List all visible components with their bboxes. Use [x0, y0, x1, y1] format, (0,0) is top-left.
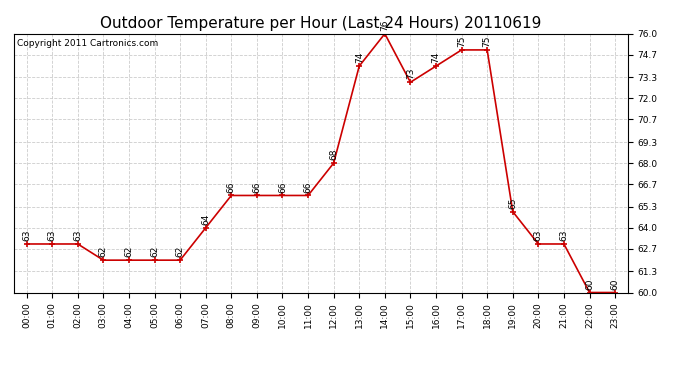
Text: 63: 63: [534, 230, 543, 241]
Text: 62: 62: [124, 246, 133, 257]
Text: 75: 75: [457, 36, 466, 47]
Text: 62: 62: [99, 246, 108, 257]
Text: 63: 63: [48, 230, 57, 241]
Text: Copyright 2011 Cartronics.com: Copyright 2011 Cartronics.com: [17, 39, 158, 48]
Text: 75: 75: [483, 36, 492, 47]
Text: 68: 68: [329, 149, 338, 160]
Text: 74: 74: [355, 52, 364, 63]
Text: 76: 76: [380, 20, 389, 31]
Text: 60: 60: [585, 278, 594, 290]
Text: 63: 63: [73, 230, 82, 241]
Title: Outdoor Temperature per Hour (Last 24 Hours) 20110619: Outdoor Temperature per Hour (Last 24 Ho…: [100, 16, 542, 31]
Text: 62: 62: [150, 246, 159, 257]
Text: 73: 73: [406, 68, 415, 80]
Text: 63: 63: [560, 230, 569, 241]
Text: 66: 66: [253, 181, 262, 193]
Text: 66: 66: [304, 181, 313, 193]
Text: 62: 62: [176, 246, 185, 257]
Text: 74: 74: [431, 52, 440, 63]
Text: 64: 64: [201, 214, 210, 225]
Text: 63: 63: [22, 230, 31, 241]
Text: 66: 66: [278, 181, 287, 193]
Text: 66: 66: [227, 181, 236, 193]
Text: 65: 65: [509, 197, 518, 209]
Text: 60: 60: [611, 278, 620, 290]
